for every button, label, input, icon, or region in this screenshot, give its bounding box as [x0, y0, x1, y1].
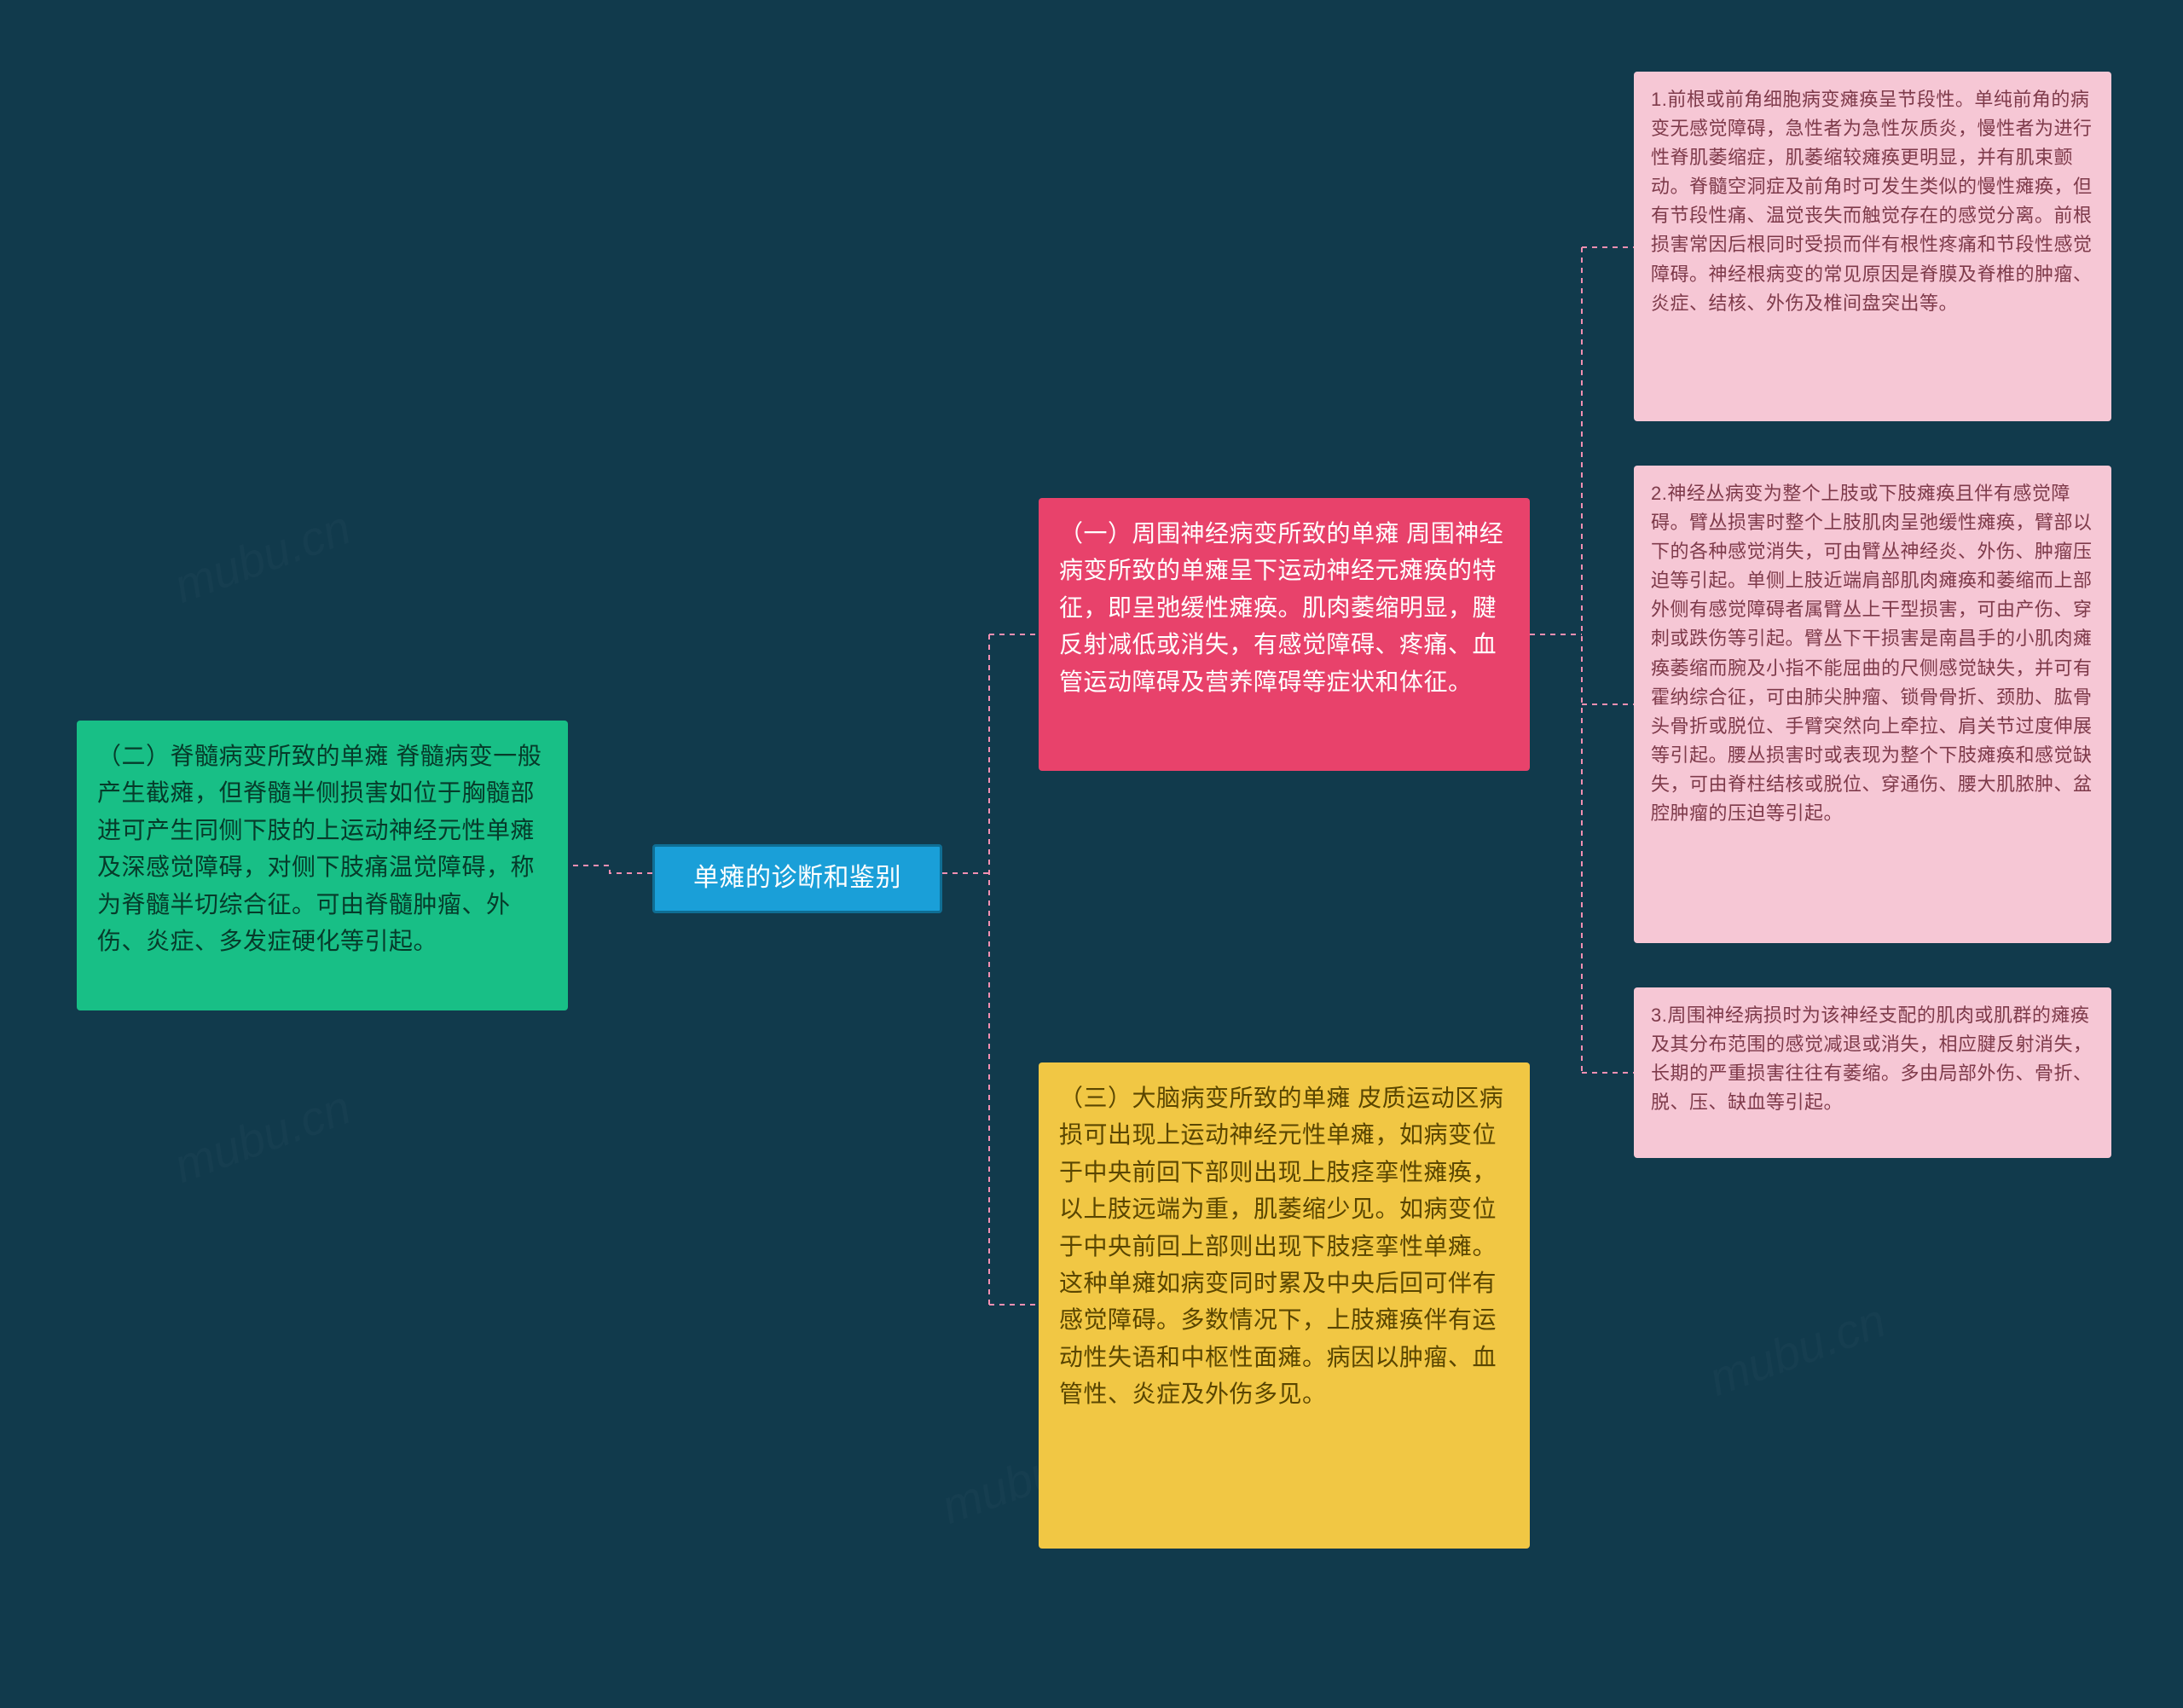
leaf-3-peripheral-nerve[interactable]: 3.周围神经病损时为该神经支配的肌肉或肌群的瘫痪及其分布范围的感觉减退或消失，相…: [1634, 987, 2111, 1158]
branch-2-spinal[interactable]: （二）脊髓病变所致的单瘫 脊髓病变一般产生截瘫，但脊髓半侧损害如位于胸髓部进可产…: [77, 721, 568, 1010]
leaf-1-anterior-root[interactable]: 1.前根或前角细胞病变瘫痪呈节段性。单纯前角的病变无感觉障碍，急性者为急性灰质炎…: [1634, 72, 2111, 421]
branch-1-peripheral[interactable]: （一）周围神经病变所致的单瘫 周围神经病变所致的单瘫呈下运动神经元瘫痪的特征，即…: [1039, 498, 1530, 771]
branch-3-cerebral[interactable]: （三）大脑病变所致的单瘫 皮质运动区病损可出现上运动神经元性单瘫，如病变位于中央…: [1039, 1062, 1530, 1549]
leaf-2-plexus[interactable]: 2.神经丛病变为整个上肢或下肢瘫痪且伴有感觉障碍。臂丛损害时整个上肢肌肉呈弛缓性…: [1634, 466, 2111, 943]
watermark: mubu.cn: [1701, 1292, 1892, 1407]
watermark: mubu.cn: [166, 499, 357, 614]
watermark: mubu.cn: [166, 1079, 357, 1194]
root-node[interactable]: 单瘫的诊断和鉴别: [652, 844, 942, 913]
mindmap-canvas: mubu.cn mubu.cn mubu.cn mubu.cn 单瘫的诊断和鉴别…: [0, 0, 2183, 1708]
connector: [568, 866, 652, 873]
